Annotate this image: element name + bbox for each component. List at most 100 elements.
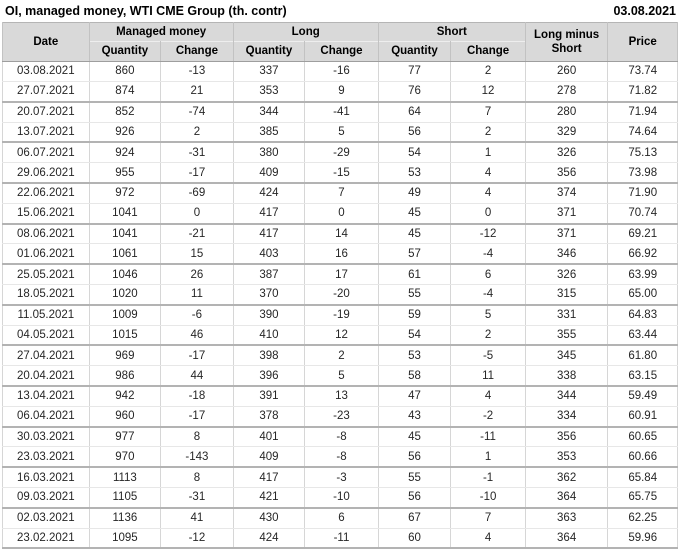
cell-long_change: 13 xyxy=(304,386,379,407)
header-mm-change: Change xyxy=(160,41,234,62)
cell-price: 66.92 xyxy=(607,243,678,266)
cell-long_minus_short: 260 xyxy=(524,61,609,83)
cell-long_change: 16 xyxy=(304,243,379,266)
header-long-quantity: Quantity xyxy=(232,41,306,62)
cell-long_quantity: 421 xyxy=(232,487,306,509)
table-row: 11.05.2021 1009 -6 390 -19 59 5 331 64.83 xyxy=(2,304,678,326)
cell-price: 71.94 xyxy=(607,101,678,123)
cell-long_change: 5 xyxy=(304,365,379,388)
cell-long_quantity: 390 xyxy=(232,304,306,326)
cell-short_quantity: 55 xyxy=(377,467,452,488)
cell-mm_change: -143 xyxy=(160,446,234,469)
table-row: 25.05.2021 1046 26 387 17 61 6 326 63.99 xyxy=(2,264,678,286)
cell-mm_quantity: 960 xyxy=(88,406,162,428)
cell-short_change: 5 xyxy=(450,304,526,326)
table-row: 04.05.2021 1015 46 410 12 54 2 355 63.44 xyxy=(2,325,678,347)
table-row: 20.04.2021 986 44 396 5 58 11 338 63.15 xyxy=(2,365,678,388)
cell-mm_quantity: 1046 xyxy=(88,264,162,286)
cell-date: 08.06.2021 xyxy=(2,223,90,245)
cell-long_minus_short: 334 xyxy=(524,406,609,428)
cell-date: 20.07.2021 xyxy=(2,101,90,123)
cell-date: 23.03.2021 xyxy=(2,446,90,469)
cell-long_change: -15 xyxy=(304,162,379,185)
cell-long_change: -41 xyxy=(304,101,379,123)
cell-long_minus_short: 363 xyxy=(524,507,609,529)
cell-mm_quantity: 986 xyxy=(88,365,162,388)
cell-date: 09.03.2021 xyxy=(2,487,90,509)
table-row: 30.03.2021 977 8 401 -8 45 -11 356 60.65 xyxy=(2,426,678,448)
cell-mm_quantity: 1009 xyxy=(88,304,162,326)
cell-long_change: 6 xyxy=(304,507,379,529)
cell-long_quantity: 401 xyxy=(232,426,306,448)
cell-long_minus_short: 331 xyxy=(524,304,609,326)
cell-price: 61.80 xyxy=(607,345,678,367)
cell-short_change: -4 xyxy=(450,243,526,266)
cell-short_change: -2 xyxy=(450,406,526,428)
cell-long_quantity: 417 xyxy=(232,223,306,245)
cell-date: 01.06.2021 xyxy=(2,243,90,266)
cell-long_minus_short: 356 xyxy=(524,426,609,448)
cell-mm_quantity: 1020 xyxy=(88,284,162,306)
cell-price: 69.21 xyxy=(607,223,678,245)
cell-price: 70.74 xyxy=(607,203,678,225)
cell-mm_change: 46 xyxy=(160,325,234,347)
cell-short_quantity: 61 xyxy=(377,264,452,286)
cell-price: 63.99 xyxy=(607,264,678,286)
cell-long_change: 17 xyxy=(304,264,379,286)
cell-price: 65.75 xyxy=(607,487,678,509)
cell-long_minus_short: 362 xyxy=(524,467,609,488)
cell-long_minus_short: 280 xyxy=(524,101,609,123)
cell-date: 27.04.2021 xyxy=(2,345,90,367)
cell-price: 63.15 xyxy=(607,365,678,388)
report-title: OI, managed money, WTI CME Group (th. co… xyxy=(5,4,287,18)
cell-long_quantity: 410 xyxy=(232,325,306,347)
cell-long_change: -20 xyxy=(304,284,379,306)
table-row: 23.03.2021 970 -143 409 -8 56 1 353 60.66 xyxy=(2,446,678,469)
cell-short_quantity: 53 xyxy=(377,345,452,367)
cell-price: 64.83 xyxy=(607,304,678,326)
table-row: 16.03.2021 1113 8 417 -3 55 -1 362 65.84 xyxy=(2,467,678,488)
cell-date: 29.06.2021 xyxy=(2,162,90,185)
cell-date: 06.04.2021 xyxy=(2,406,90,428)
table-header: Date Managed money Long Short Long minus… xyxy=(2,22,678,62)
cell-date: 25.05.2021 xyxy=(2,264,90,286)
cell-short_quantity: 67 xyxy=(377,507,452,529)
cell-price: 75.13 xyxy=(607,142,678,164)
cell-mm_quantity: 972 xyxy=(88,183,162,204)
table-row: 27.07.2021 874 21 353 9 76 12 278 71.82 xyxy=(2,81,678,103)
cell-long_minus_short: 371 xyxy=(524,223,609,245)
cell-long_minus_short: 356 xyxy=(524,162,609,185)
cell-price: 60.91 xyxy=(607,406,678,428)
cell-long_minus_short: 345 xyxy=(524,345,609,367)
table-row: 13.07.2021 926 2 385 5 56 2 329 74.64 xyxy=(2,122,678,144)
cell-mm_change: -21 xyxy=(160,223,234,245)
cell-mm_change: -31 xyxy=(160,142,234,164)
cell-long_quantity: 391 xyxy=(232,386,306,407)
cell-short_change: 4 xyxy=(450,528,526,549)
cell-short_quantity: 53 xyxy=(377,162,452,185)
header-long-minus-short: Long minus Short xyxy=(524,22,609,62)
cell-short_change: 7 xyxy=(450,101,526,123)
cell-long_quantity: 424 xyxy=(232,528,306,549)
cell-mm_change: -74 xyxy=(160,101,234,123)
cell-short_change: 0 xyxy=(450,203,526,225)
table-row: 20.07.2021 852 -74 344 -41 64 7 280 71.94 xyxy=(2,101,678,123)
cell-short_change: 4 xyxy=(450,162,526,185)
cell-mm_quantity: 1041 xyxy=(88,223,162,245)
header-price: Price xyxy=(607,22,678,62)
cell-long_quantity: 398 xyxy=(232,345,306,367)
cell-long_quantity: 417 xyxy=(232,203,306,225)
cell-date: 11.05.2021 xyxy=(2,304,90,326)
cell-short_quantity: 49 xyxy=(377,183,452,204)
cell-long_minus_short: 329 xyxy=(524,122,609,144)
cell-mm_quantity: 970 xyxy=(88,446,162,469)
cell-date: 15.06.2021 xyxy=(2,203,90,225)
cell-short_quantity: 55 xyxy=(377,284,452,306)
cell-mm_change: -6 xyxy=(160,304,234,326)
cell-price: 60.66 xyxy=(607,446,678,469)
cell-long_minus_short: 371 xyxy=(524,203,609,225)
table-row: 01.06.2021 1061 15 403 16 57 -4 346 66.92 xyxy=(2,243,678,266)
cell-mm_change: 26 xyxy=(160,264,234,286)
cell-short_quantity: 57 xyxy=(377,243,452,266)
header-group-short: Short xyxy=(377,22,526,42)
